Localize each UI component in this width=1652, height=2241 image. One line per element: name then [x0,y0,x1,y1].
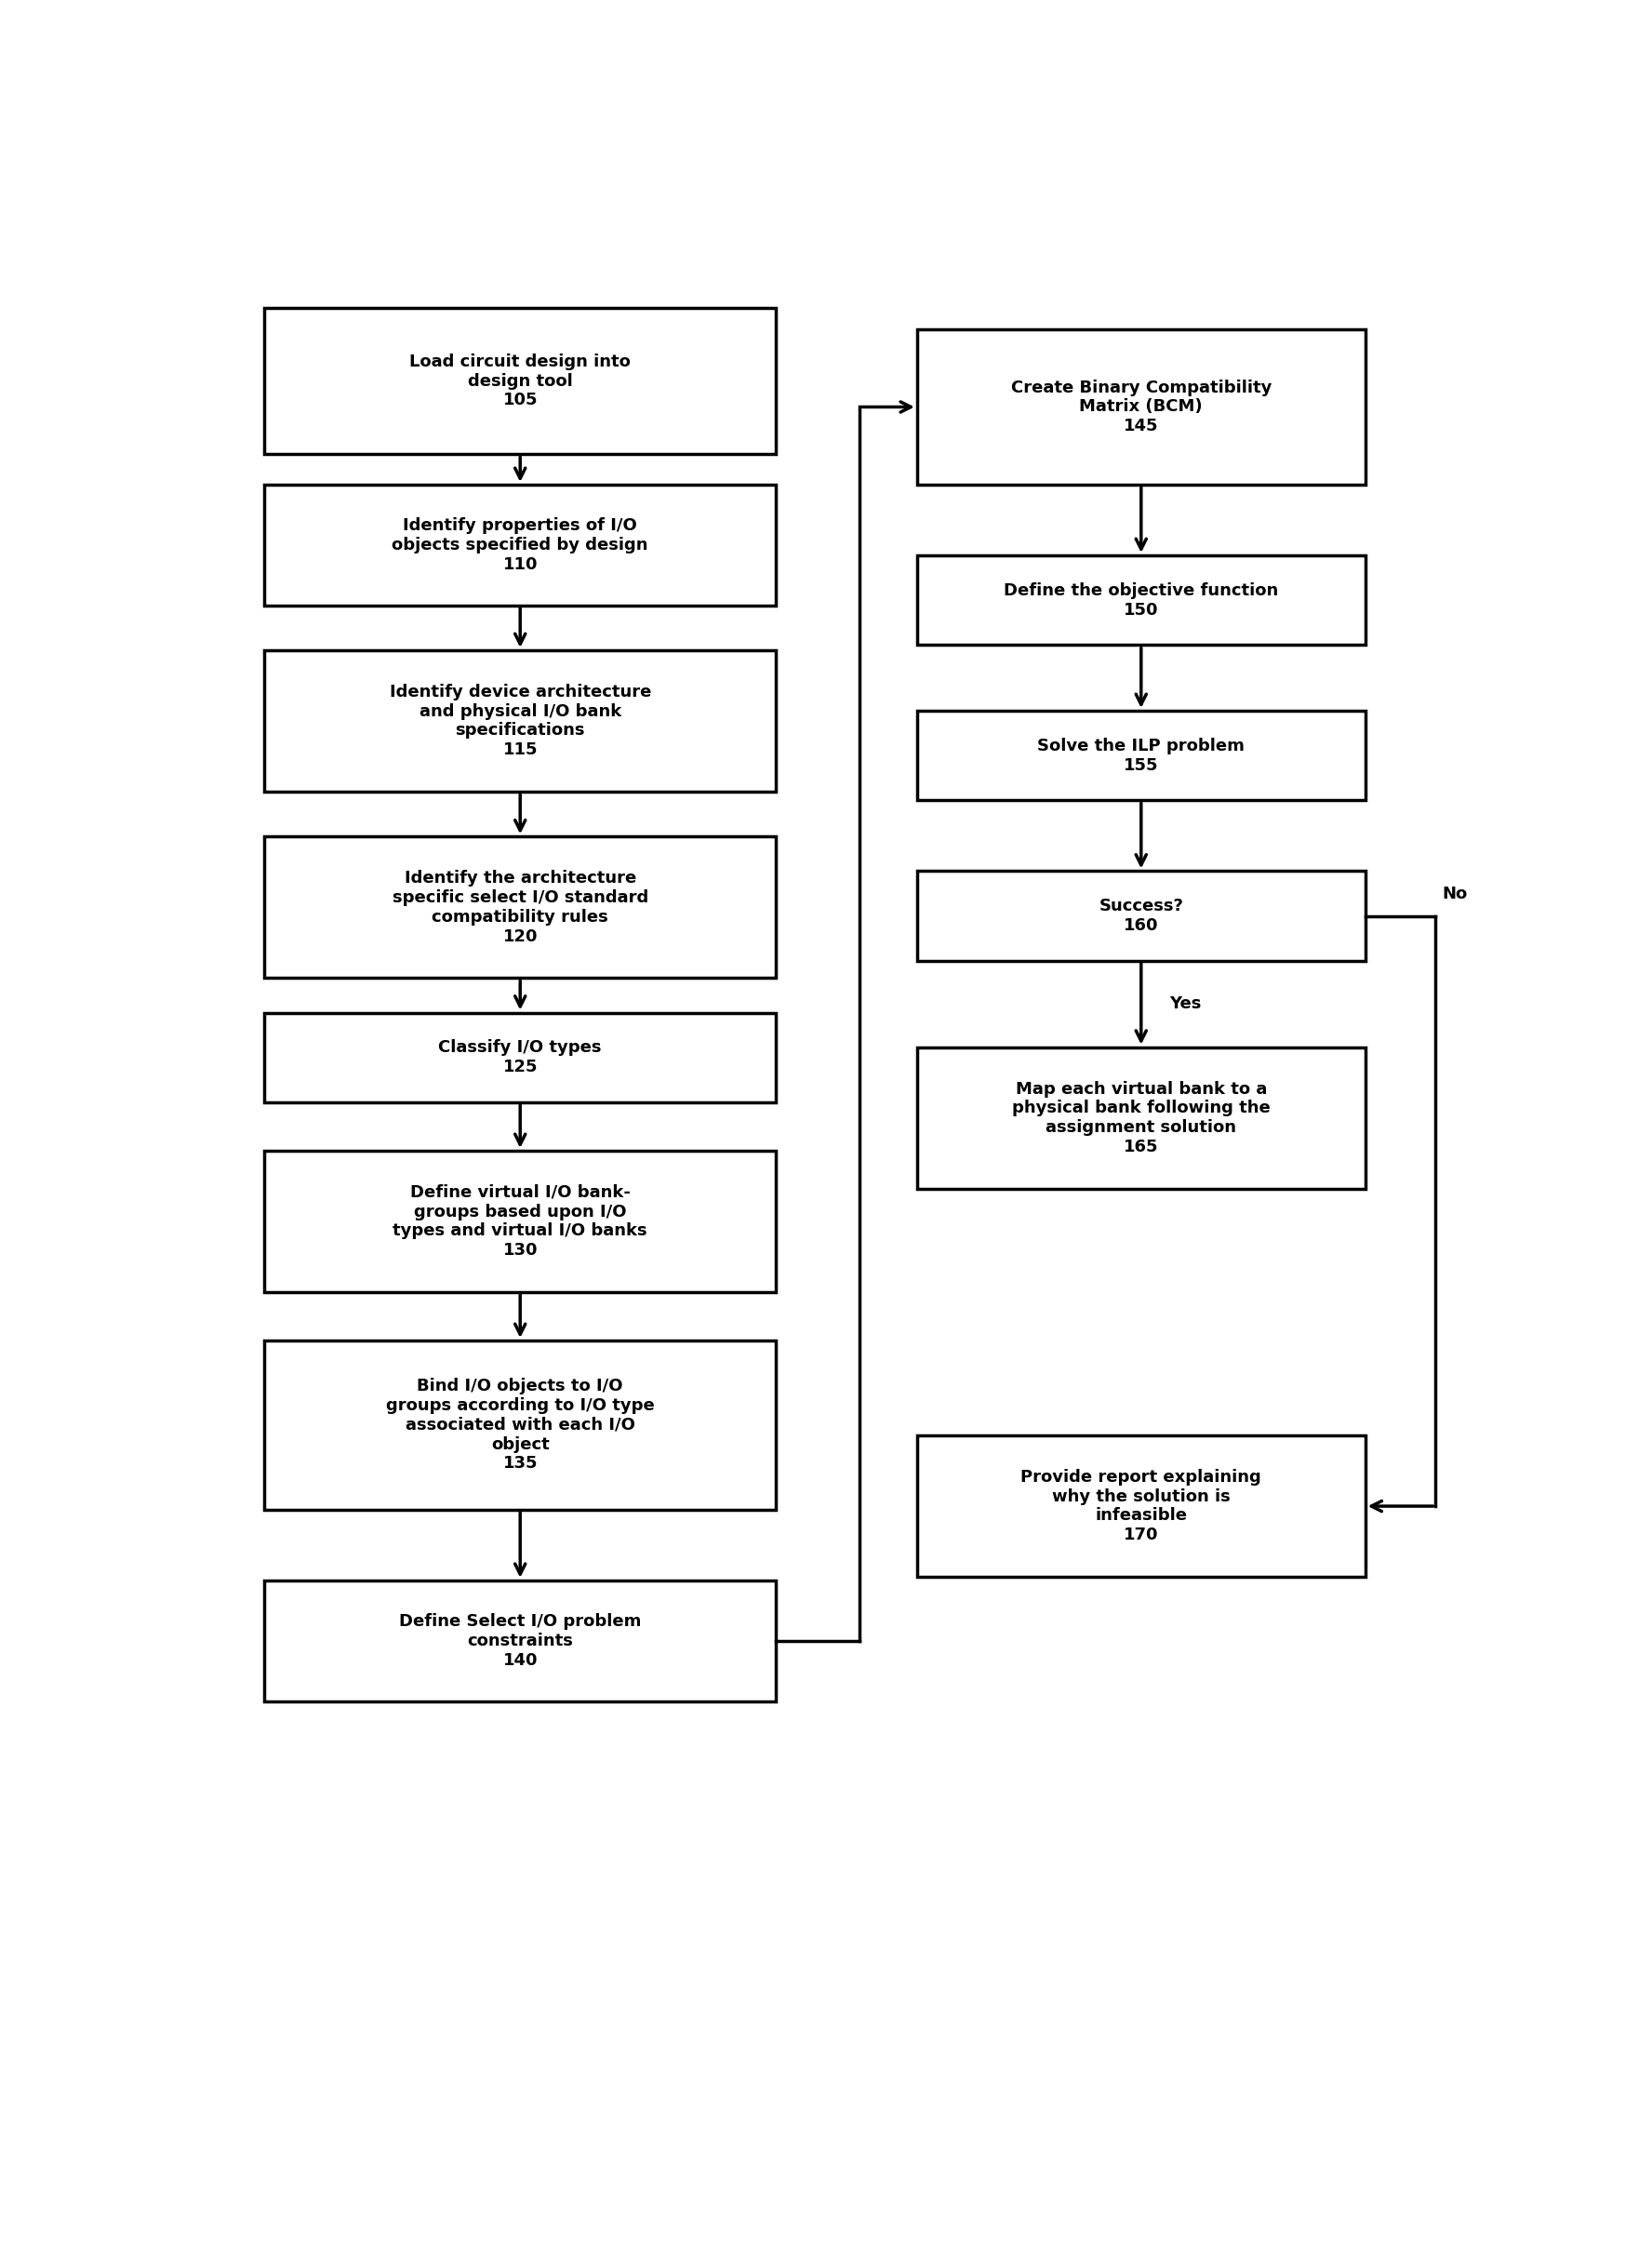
Text: Identify the architecture
specific select I/O standard
compatibility rules
120: Identify the architecture specific selec… [392,870,648,946]
Text: Classify I/O types
125: Classify I/O types 125 [438,1040,601,1076]
Bar [264,650,776,791]
Bar [917,1047,1365,1188]
Text: Define Select I/O problem
constraints
140: Define Select I/O problem constraints 14… [400,1614,641,1670]
Bar [917,872,1365,961]
Text: Identify properties of I/O
objects specified by design
110: Identify properties of I/O objects speci… [392,518,648,574]
Bar [264,484,776,605]
Text: Load circuit design into
design tool
105: Load circuit design into design tool 105 [410,354,631,408]
Text: Identify device architecture
and physical I/O bank
specifications
115: Identify device architecture and physica… [390,684,651,757]
Bar [264,307,776,455]
Bar [264,1580,776,1701]
Bar [917,710,1365,800]
Bar [917,1436,1365,1578]
Text: Define the objective function
150: Define the objective function 150 [1004,583,1279,619]
Text: Define virtual I/O bank-
groups based upon I/O
types and virtual I/O banks
130: Define virtual I/O bank- groups based up… [393,1183,648,1259]
Text: Yes: Yes [1170,995,1201,1013]
Bar [264,1340,776,1510]
Bar [917,329,1365,484]
Bar [917,556,1365,645]
Text: Create Binary Compatibility
Matrix (BCM)
145: Create Binary Compatibility Matrix (BCM)… [1011,379,1272,435]
Bar [264,1013,776,1103]
Text: No: No [1442,885,1467,903]
Text: Provide report explaining
why the solution is
infeasible
170: Provide report explaining why the soluti… [1021,1468,1262,1544]
Text: Map each virtual bank to a
physical bank following the
assignment solution
165: Map each virtual bank to a physical bank… [1013,1080,1270,1156]
Bar [264,1150,776,1293]
Text: Success?
160: Success? 160 [1099,899,1183,934]
Bar [264,836,776,977]
Text: Solve the ILP problem
155: Solve the ILP problem 155 [1037,737,1244,773]
Text: Bind I/O objects to I/O
groups according to I/O type
associated with each I/O
ob: Bind I/O objects to I/O groups according… [387,1378,654,1472]
